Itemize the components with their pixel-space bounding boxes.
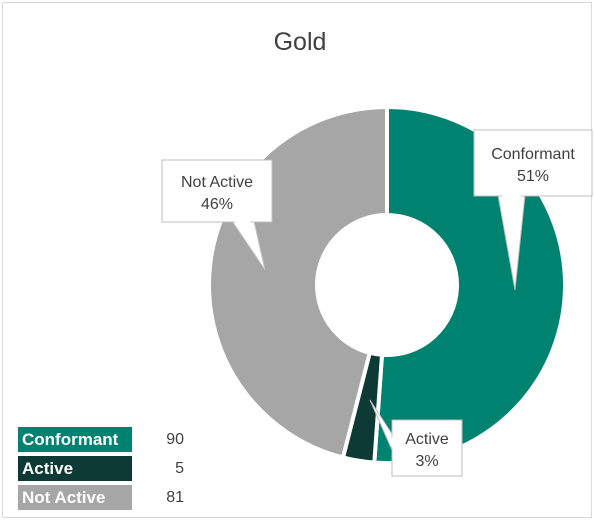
- legend-row-not-active: Not Active 81: [18, 484, 184, 511]
- callout-not-active-label: Not Active: [181, 174, 253, 191]
- callout-conformant: Conformant 51%: [473, 129, 593, 291]
- callout-conformant-percent: 51%: [517, 168, 549, 185]
- legend-value-conformant: 90: [166, 430, 184, 448]
- callout-conformant-label: Conformant: [491, 146, 575, 163]
- legend-label-active: Active: [18, 456, 132, 481]
- legend-value-not-active: 81: [166, 488, 184, 506]
- callout-active: Active 3%: [369, 399, 463, 477]
- legend-label-not-active: Not Active: [18, 485, 132, 510]
- legend-value-active: 5: [175, 459, 184, 477]
- callout-not-active: Not Active 46%: [161, 159, 273, 271]
- chart-title: Gold: [273, 28, 327, 56]
- callout-active-label: Active: [405, 431, 449, 448]
- legend-row-active: Active 5: [18, 455, 184, 482]
- callout-active-percent: 3%: [415, 453, 438, 470]
- legend-label-conformant: Conformant: [18, 427, 132, 452]
- legend-row-conformant: Conformant 90: [18, 426, 184, 453]
- legend: Conformant 90 Active 5 Not Active 81: [18, 426, 184, 513]
- callout-not-active-percent: 46%: [201, 196, 233, 213]
